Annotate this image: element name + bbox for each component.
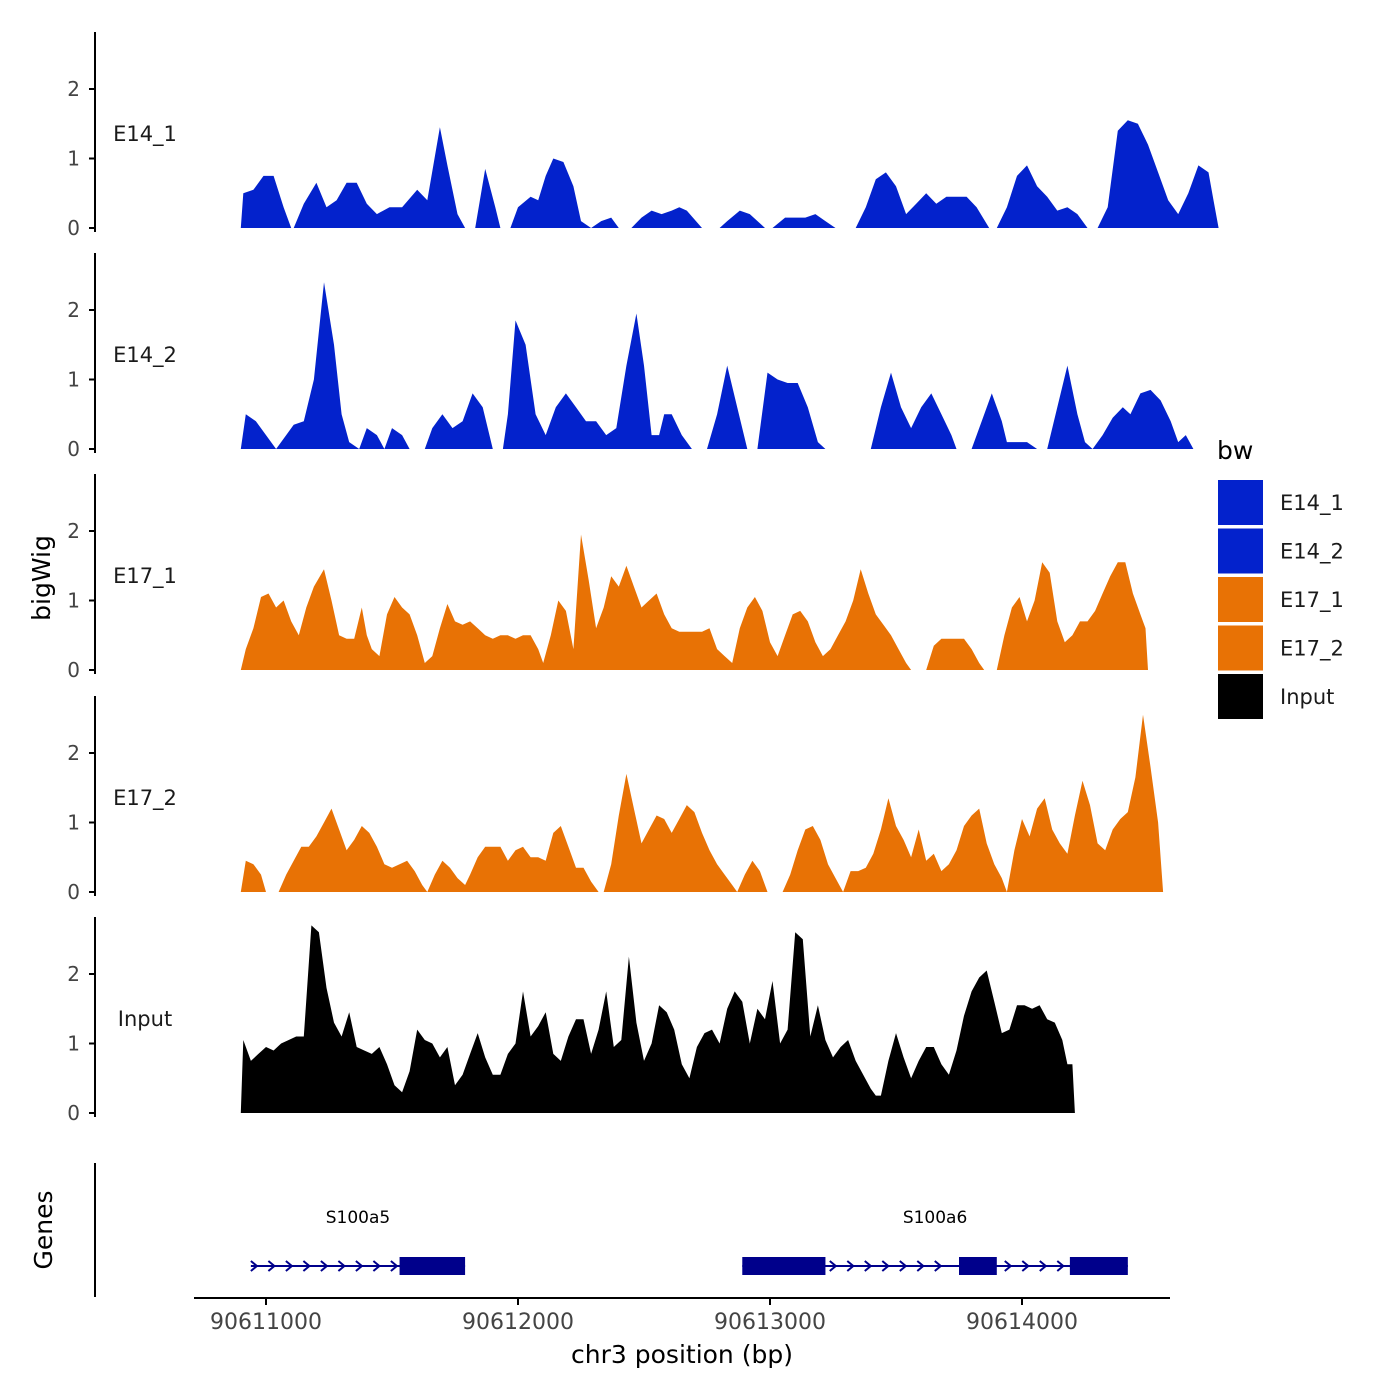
gene-name-label: S100a5: [326, 1208, 390, 1228]
gene-exon: [399, 1257, 466, 1275]
legend-label: E17_1: [1280, 588, 1344, 613]
legend-item-E14_1: E14_1: [1218, 480, 1344, 525]
y-tick-label: 2: [67, 741, 80, 765]
track-Input: 0 1 2 Input: [67, 917, 1075, 1125]
y-tick-label: 1: [67, 1032, 80, 1056]
strand-arrow: [285, 1260, 294, 1272]
x-tick-label: 90614000: [966, 1310, 1078, 1335]
track-E17_2: 0 1 2 E17_2: [67, 696, 1164, 904]
gene-S100a5: S100a5: [250, 1208, 466, 1275]
coverage-area-E17_1: [240, 534, 1149, 670]
gene-S100a6: S100a6: [742, 1208, 1128, 1275]
y-axis-title: bigWig: [27, 535, 56, 621]
legend-item-E14_2: E14_2: [1218, 528, 1344, 574]
gene-exon: [959, 1257, 997, 1275]
y-tick-label: 2: [67, 77, 80, 101]
legend-label: E14_1: [1280, 491, 1344, 516]
x-axis: 90611000 90612000 90613000 90614000 chr3 po…: [194, 1297, 1170, 1369]
coverage-tracks: 0 1 2 E14_1 0 1 2 E14_2 0 1 2 E17_1 0 1 2 E17_2 0 1 2 Input: [67, 32, 1219, 1125]
strand-arrow: [250, 1260, 259, 1272]
coverage-area-E14_2: [240, 282, 1194, 449]
gene-exon: [742, 1257, 826, 1275]
gene-exon: [1069, 1257, 1128, 1275]
legend-title: bw: [1217, 436, 1253, 465]
y-tick-label: 1: [67, 589, 80, 613]
legend-swatch: [1218, 480, 1263, 525]
y-tick-label: 2: [67, 298, 80, 322]
legend-swatch: [1218, 577, 1263, 622]
legend: bw E14_1 E14_2 E17_1 E17_2 Input: [1217, 436, 1344, 719]
x-tick-label: 90612000: [462, 1310, 574, 1335]
genes-panel: Genes S100a5 S100a6: [29, 1163, 1128, 1297]
gene-name-label: S100a6: [903, 1208, 967, 1228]
track-label-E14_1: E14_1: [113, 122, 177, 147]
legend-swatch: [1218, 625, 1263, 671]
strand-arrow: [320, 1260, 329, 1272]
track-label-E14_2: E14_2: [113, 343, 177, 368]
strand-arrow: [390, 1260, 399, 1272]
legend-swatch: [1218, 674, 1263, 719]
legend-label: E14_2: [1280, 540, 1344, 565]
track-E17_1: 0 1 2 E17_1: [67, 474, 1149, 682]
legend-items: E14_1 E14_2 E17_1 E17_2 Input: [1218, 480, 1344, 719]
track-E14_2: 0 1 2 E14_2: [67, 253, 1194, 461]
x-tick-label: 90613000: [714, 1310, 826, 1335]
track-label-E17_2: E17_2: [113, 786, 177, 811]
strand-arrow: [267, 1260, 276, 1272]
legend-item-E17_1: E17_1: [1218, 577, 1344, 622]
coverage-area-E17_2: [240, 714, 1164, 892]
y-tick-label: 0: [67, 658, 80, 682]
strand-arrow: [829, 1260, 838, 1272]
x-axis-title: chr3 position (bp): [571, 1340, 793, 1369]
strand-arrow: [899, 1260, 908, 1272]
strand-arrow: [302, 1260, 311, 1272]
strand-arrow: [1021, 1260, 1030, 1272]
legend-label: Input: [1280, 685, 1334, 709]
strand-arrow: [864, 1260, 873, 1272]
track-label-E17_1: E17_1: [113, 564, 177, 589]
legend-swatch: [1218, 528, 1263, 574]
y-tick-label: 2: [67, 519, 80, 543]
strand-arrow: [355, 1260, 364, 1272]
strand-arrow: [934, 1260, 943, 1272]
gene-models: S100a5 S100a6: [250, 1208, 1128, 1275]
x-tick-label: 90611000: [210, 1310, 322, 1335]
strand-arrow: [846, 1260, 855, 1272]
coverage-area-E14_1: [240, 120, 1219, 228]
y-tick-label: 1: [67, 147, 80, 171]
y-tick-label: 2: [67, 962, 80, 986]
y-tick-label: 0: [67, 437, 80, 461]
coverage-area-Input: [240, 925, 1075, 1113]
y-tick-label: 1: [67, 811, 80, 835]
strand-arrow: [916, 1260, 925, 1272]
legend-item-Input: Input: [1218, 674, 1334, 719]
strand-arrow: [337, 1260, 346, 1272]
strand-arrow: [1004, 1260, 1013, 1272]
strand-arrow: [881, 1260, 890, 1272]
genes-track-label: Genes: [29, 1190, 58, 1269]
y-tick-label: 0: [67, 880, 80, 904]
y-tick-label: 0: [67, 216, 80, 240]
strand-arrow: [372, 1260, 381, 1272]
strand-arrow: [1039, 1260, 1048, 1272]
x-axis-ticks: 90611000 90612000 90613000 90614000: [210, 1298, 1078, 1335]
legend-label: E17_2: [1280, 637, 1344, 662]
legend-item-E17_2: E17_2: [1218, 625, 1344, 671]
y-tick-label: 1: [67, 368, 80, 392]
strand-arrow: [1056, 1260, 1065, 1272]
y-tick-label: 0: [67, 1101, 80, 1125]
track-label-Input: Input: [118, 1007, 172, 1031]
track-E14_1: 0 1 2 E14_1: [67, 32, 1219, 240]
